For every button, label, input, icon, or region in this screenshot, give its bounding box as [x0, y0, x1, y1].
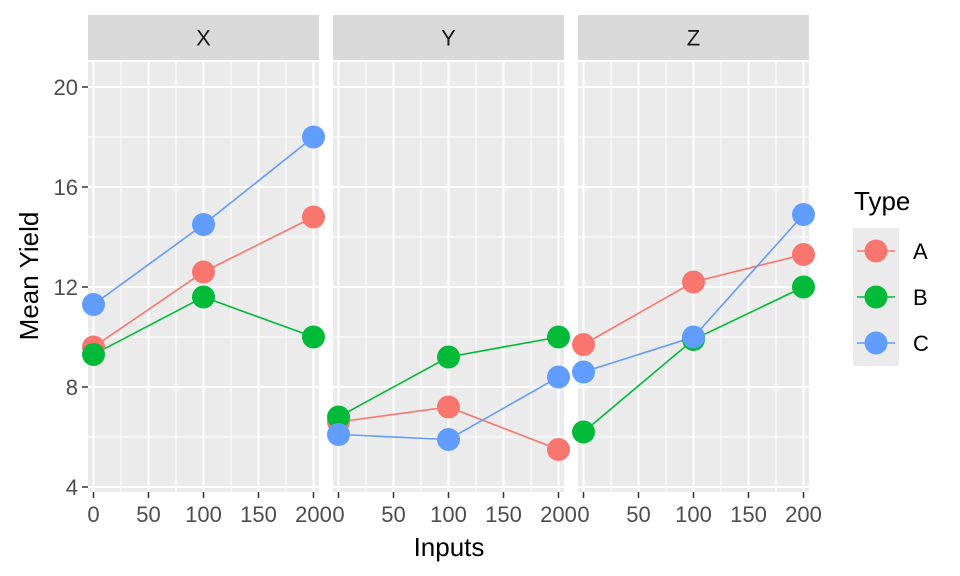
y-tick-label: 16	[54, 175, 78, 200]
panel-strip-label: X	[196, 26, 211, 51]
x-tick-label: 0	[87, 502, 99, 527]
data-point-b	[82, 343, 105, 366]
legend-key-point	[864, 239, 888, 263]
data-point-c	[792, 203, 815, 226]
x-tick-label: 200	[785, 502, 822, 527]
y-tick-label: 8	[66, 375, 78, 400]
data-point-b	[302, 325, 325, 349]
data-point-b	[792, 275, 815, 299]
x-tick-label: 200	[540, 502, 577, 527]
data-point-c	[327, 423, 350, 446]
x-tick-label: 200	[295, 502, 332, 527]
legend-item-c: C	[853, 320, 929, 366]
y-tick-label: 20	[54, 75, 78, 100]
y-axis-title: Mean Yield	[14, 212, 44, 341]
legend-key-point	[864, 285, 888, 309]
data-point-c	[302, 125, 325, 149]
panel-strip	[88, 15, 319, 60]
panel-strip	[578, 15, 809, 60]
x-tick-label: 0	[332, 502, 344, 527]
panel-z: Z	[572, 15, 815, 492]
x-tick-label: 50	[381, 502, 405, 527]
data-point-c	[572, 360, 595, 384]
panel-x: X	[82, 15, 325, 492]
x-tick-label: 50	[136, 502, 160, 527]
data-point-a	[437, 395, 460, 419]
y-tick-label: 12	[54, 275, 78, 300]
data-point-c	[437, 428, 460, 451]
panel-strip-label: Z	[687, 26, 700, 51]
x-tick-label: 100	[675, 502, 712, 527]
legend-label: B	[913, 285, 928, 310]
legend: Type ABC	[853, 186, 929, 366]
x-tick-label: 150	[730, 502, 767, 527]
x-axis-title: Inputs	[414, 532, 485, 562]
data-point-c	[547, 365, 570, 389]
y-tick-label: 4	[66, 475, 78, 500]
data-point-c	[682, 325, 705, 349]
data-point-b	[547, 325, 570, 349]
legend-label: A	[913, 239, 928, 264]
legend-title: Type	[854, 186, 910, 216]
legend-item-b: B	[853, 274, 928, 320]
data-point-a	[192, 260, 215, 284]
data-point-b	[327, 405, 350, 429]
panel-strip-label: Y	[441, 26, 456, 51]
data-point-c	[82, 293, 105, 316]
data-point-a	[572, 333, 595, 356]
x-tick-label: 150	[485, 502, 522, 527]
panel-strip	[333, 15, 564, 60]
legend-item-a: A	[853, 228, 928, 274]
data-point-c	[192, 213, 215, 236]
data-point-a	[682, 270, 705, 294]
x-tick-label: 0	[577, 502, 589, 527]
data-point-a	[547, 438, 570, 461]
x-tick-label: 100	[430, 502, 467, 527]
data-point-a	[302, 205, 325, 229]
x-tick-label: 150	[240, 502, 277, 527]
legend-key-point	[864, 331, 888, 355]
data-point-b	[572, 420, 595, 444]
data-point-b	[437, 345, 460, 369]
data-point-b	[192, 285, 215, 309]
x-tick-label: 50	[626, 502, 650, 527]
x-tick-label: 100	[185, 502, 222, 527]
data-point-a	[792, 243, 815, 266]
panel-y: Y	[327, 15, 570, 492]
legend-label: C	[913, 331, 929, 356]
